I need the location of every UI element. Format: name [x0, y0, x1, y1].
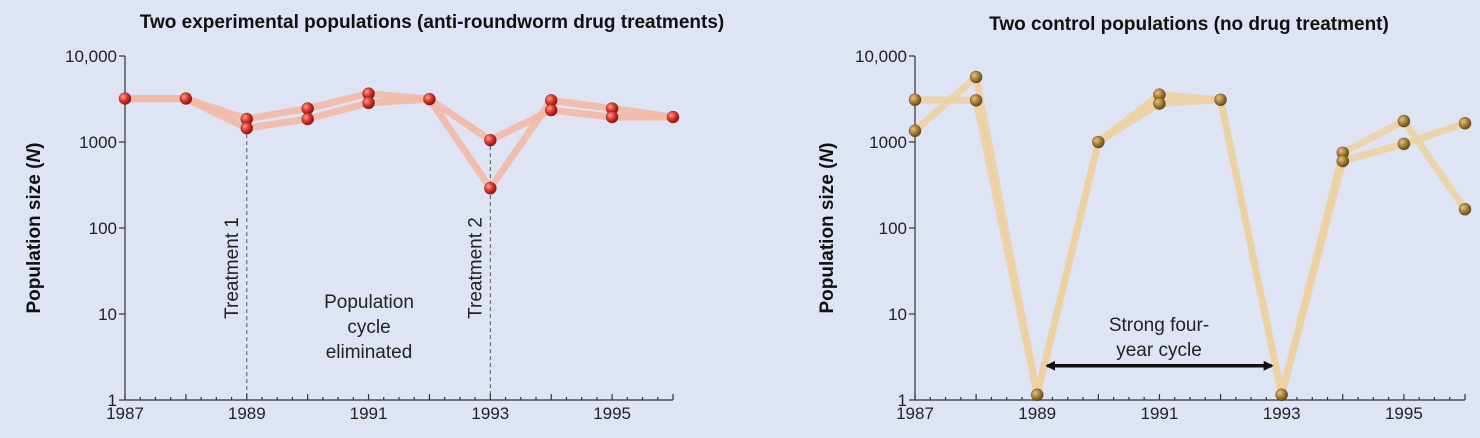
data-point: [605, 110, 619, 124]
axes: 1 10 100 1000 10,000 1987 1989 1991 1993 1995: [65, 47, 674, 423]
y-tick-label: 100: [89, 219, 117, 238]
data-point: [908, 124, 922, 138]
data-point: [544, 103, 558, 117]
data-point: [1030, 388, 1044, 402]
y-tick-label: 1000: [79, 133, 117, 152]
data-point: [1214, 93, 1227, 107]
x-tick-label: 1987: [106, 404, 144, 423]
data-point: [1397, 137, 1411, 151]
data-point: [1458, 116, 1472, 130]
x-tick-label: 1993: [1263, 404, 1301, 423]
annotations: Treatment 1 Treatment 2 Population cycle…: [222, 134, 491, 400]
y-tick-label: 100: [879, 219, 907, 238]
x-tick-label: 1993: [471, 404, 509, 423]
data-point: [1092, 135, 1105, 149]
data-point: [118, 92, 132, 105]
chart-title: Two control populations (no drug treatme…: [989, 14, 1389, 35]
cycle-eliminated-line-1: Population: [324, 292, 414, 313]
x-tick-label: 1987: [896, 404, 934, 423]
x-tick-label: 1995: [593, 404, 631, 423]
data-point: [362, 96, 375, 110]
series-line-1: [121, 95, 677, 144]
y-tick-label: 10: [98, 305, 117, 324]
treatment-2-label: Treatment 2: [465, 217, 486, 319]
data-point: [240, 121, 254, 135]
x-tick-label: 1989: [1018, 404, 1056, 423]
y-tick-label: 1: [898, 391, 907, 410]
series-lines: [121, 90, 677, 192]
cycle-eliminated-line-2: cycle: [347, 317, 390, 338]
data-point: [666, 110, 680, 124]
annotations: Strong four- year cycle: [1045, 315, 1274, 371]
data-point: [1397, 114, 1411, 128]
series-markers: [118, 87, 680, 195]
x-tick-label: 1991: [350, 404, 388, 423]
data-point: [1336, 154, 1350, 168]
series-lines: [911, 73, 1469, 399]
data-point: [179, 92, 193, 105]
y-tick-label: 1: [108, 391, 117, 410]
x-tick-label: 1989: [228, 404, 266, 423]
data-point: [908, 93, 922, 107]
axes: 1 10 100 1000 10,000 1987 1989 1991 1993 1995: [855, 47, 1466, 423]
series-line-2: [121, 90, 677, 192]
y-tick-label: 1000: [869, 133, 907, 152]
data-point: [1458, 202, 1472, 216]
data-point: [484, 133, 497, 147]
data-point: [301, 112, 314, 126]
data-point: [969, 70, 983, 84]
data-point: [484, 181, 497, 195]
four-year-cycle-label-line-2: year cycle: [1116, 340, 1202, 361]
chart-experimental: Two experimental populations (anti-round…: [24, 12, 724, 423]
treatment-1-label: Treatment 1: [222, 217, 243, 319]
data-point: [1275, 388, 1288, 402]
data-point: [1153, 97, 1166, 110]
chart-title: Two experimental populations (anti-round…: [140, 12, 724, 33]
series-markers: [908, 70, 1472, 402]
x-tick-label: 1995: [1385, 404, 1423, 423]
y-tick-label: 10,000: [65, 47, 117, 66]
chart-control: Two control populations (no drug treatme…: [817, 14, 1472, 423]
data-point: [423, 92, 436, 106]
cycle-eliminated-line-3: eliminated: [326, 342, 413, 363]
y-axis-label: Population size (N): [24, 142, 45, 313]
x-tick-label: 1991: [1141, 404, 1179, 423]
y-tick-label: 10,000: [855, 47, 907, 66]
four-year-cycle-label-line-1: Strong four-: [1109, 315, 1209, 336]
y-axis-label: Population size (N): [817, 142, 838, 313]
data-point: [969, 94, 983, 107]
series-line-2: [911, 73, 1469, 399]
y-tick-label: 10: [888, 305, 907, 324]
